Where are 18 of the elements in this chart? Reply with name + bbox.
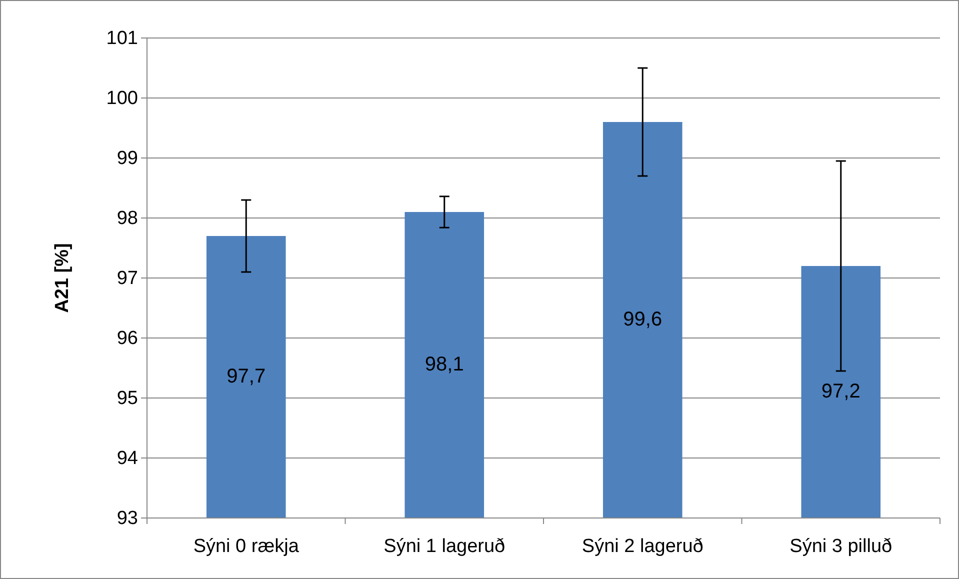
y-tick-label: 96 [116,328,138,350]
y-tick-label: 98 [116,208,138,230]
x-tick-label: Sýni 0 rækja [193,536,300,557]
y-tick-label: 93 [116,508,138,530]
data-label: 97,2 [821,380,860,402]
x-tick-label: Sýni 1 lageruð [384,536,506,557]
y-axis-title: A21 [%] [52,243,73,313]
data-label: 98,1 [424,353,464,376]
y-tick-label: 94 [116,448,138,470]
y-tick-label: 100 [106,88,138,110]
data-label: 97,7 [226,365,266,388]
x-tick-label: Sýni 3 pilluð [790,536,892,557]
y-tick-label: 101 [106,28,138,50]
y-tick-label: 97 [116,268,138,290]
y-tick-label: 99 [116,148,138,170]
data-label: 99,6 [623,308,662,330]
x-tick-label: Sýni 2 lageruð [582,536,704,557]
y-tick-label: 95 [116,388,138,410]
